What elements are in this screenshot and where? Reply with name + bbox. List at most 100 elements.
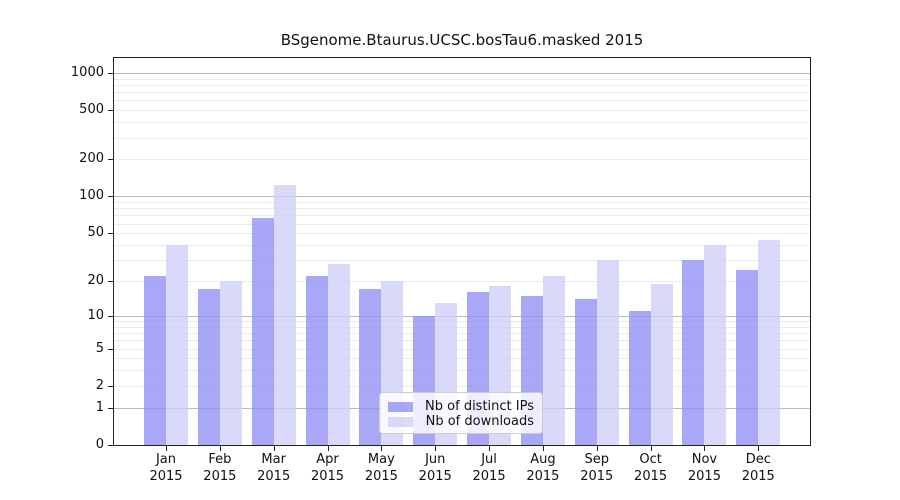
y-tick-label-100: 100 [79, 188, 104, 204]
bar-apr-downloads [327, 263, 350, 445]
x-tick-feb [219, 446, 221, 451]
y-tick-5 [108, 348, 113, 350]
y-tick-label-1: 1 [95, 399, 104, 415]
bar-may-distinct-ips [359, 289, 382, 445]
bar-mar-downloads [273, 184, 296, 445]
y-tick-label-0: 0 [95, 437, 104, 452]
minor-gridline-60 [114, 223, 810, 225]
bar-sep-downloads [596, 260, 619, 445]
legend-row-downloads: Nb of downloads [388, 414, 534, 429]
x-tick-label-apr: Apr 2015 [310, 452, 345, 484]
grid-layer [114, 58, 810, 445]
bar-jan-distinct-ips [144, 276, 166, 445]
minor-gridline-500 [114, 110, 810, 112]
x-tick-label-nov: Nov 2015 [687, 452, 721, 484]
bar-sep-distinct-ips [574, 299, 597, 445]
x-tick-label-sep: Sep 2015 [580, 452, 614, 484]
minor-gridline-400 [114, 122, 810, 124]
y-tick-500 [108, 110, 113, 112]
y-tick-100 [108, 196, 113, 198]
x-tick-label-may: May 2015 [364, 452, 398, 484]
y-tick-label-50: 50 [87, 225, 104, 241]
x-tick-label-jan: Jan 2015 [149, 452, 183, 484]
minor-gridline-50 [114, 233, 810, 235]
x-tick-label-jun: Jun 2015 [418, 452, 452, 484]
y-tick-label-1000: 1000 [70, 64, 104, 80]
legend-label-distinct-ips: Nb of distinct IPs [425, 399, 534, 414]
x-tick-label-aug: Aug 2015 [526, 452, 560, 484]
bar-dec-distinct-ips [736, 269, 759, 445]
bar-apr-distinct-ips [305, 276, 328, 445]
y-tick-200 [108, 159, 113, 161]
plot-area [113, 57, 811, 446]
bar-feb-distinct-ips [197, 289, 220, 445]
x-tick-label-mar: Mar 2015 [257, 452, 291, 484]
x-tick-mar [273, 446, 275, 451]
y-tick-label-5: 5 [95, 340, 104, 356]
chart-title: BSgenome.Btaurus.UCSC.bosTau6.masked 201… [280, 31, 644, 49]
x-tick-dec [758, 446, 760, 451]
legend-row-distinct-ips: Nb of distinct IPs [388, 399, 534, 414]
y-tick-0 [108, 445, 113, 446]
minor-gridline-600 [114, 100, 810, 102]
major-gridline-100 [114, 196, 810, 198]
x-tick-nov [704, 446, 706, 451]
minor-gridline-300 [114, 137, 810, 139]
x-tick-jun [435, 446, 437, 451]
bars-layer [114, 58, 810, 445]
minor-gridline-800 [114, 84, 810, 86]
x-tick-jul [489, 446, 491, 451]
minor-gridline-2 [114, 385, 810, 387]
legend-label-downloads: Nb of downloads [425, 414, 534, 429]
minor-gridline-700 [114, 92, 810, 94]
x-tick-sep [596, 446, 598, 451]
y-tick-1 [108, 407, 113, 409]
y-tick-label-20: 20 [87, 273, 104, 289]
minor-gridline-30 [114, 260, 810, 262]
x-tick-aug [542, 446, 544, 451]
x-tick-label-dec: Dec 2015 [741, 452, 775, 484]
minor-gridline-9 [114, 321, 810, 322]
minor-gridline-4 [114, 358, 810, 360]
minor-gridline-8 [114, 326, 810, 328]
y-tick-label-2: 2 [95, 377, 104, 393]
minor-gridline-7 [114, 333, 810, 335]
y-tick-label-10: 10 [87, 307, 104, 323]
legend-swatch-downloads [388, 416, 413, 427]
x-tick-jan [166, 446, 167, 451]
bar-feb-downloads [219, 281, 242, 445]
x-tick-oct [650, 446, 652, 451]
y-tick-10 [108, 315, 113, 317]
y-tick-50 [108, 233, 113, 235]
y-tick-2 [108, 385, 113, 387]
legend: Nb of distinct IPs Nb of downloads [379, 392, 543, 434]
major-gridline-10 [114, 315, 810, 317]
minor-gridline-70 [114, 215, 810, 217]
minor-gridline-900 [114, 78, 810, 80]
minor-gridline-3 [114, 370, 810, 372]
y-tick-label-500: 500 [79, 102, 104, 118]
bar-dec-downloads [758, 240, 781, 445]
x-tick-label-jul: Jul 2015 [472, 452, 506, 484]
bar-mar-distinct-ips [251, 217, 274, 445]
bar-nov-distinct-ips [682, 260, 705, 445]
minor-gridline-6 [114, 340, 810, 342]
minor-gridline-20 [114, 281, 810, 283]
bar-nov-downloads [704, 245, 727, 445]
major-gridline-1000 [114, 72, 810, 74]
x-tick-apr [327, 446, 329, 451]
y-tick-20 [108, 281, 113, 283]
minor-gridline-5 [114, 348, 810, 350]
minor-gridline-40 [114, 245, 810, 246]
bar-oct-downloads [650, 283, 673, 445]
bar-jan-downloads [166, 245, 188, 445]
y-tick-label-200: 200 [79, 151, 104, 167]
minor-gridline-90 [114, 202, 810, 204]
x-tick-label-feb: Feb 2015 [203, 452, 237, 484]
legend-swatch-distinct-ips [388, 401, 413, 412]
x-tick-may [381, 446, 383, 451]
bar-oct-distinct-ips [628, 311, 651, 445]
bar-aug-downloads [542, 276, 565, 445]
minor-gridline-80 [114, 208, 810, 210]
